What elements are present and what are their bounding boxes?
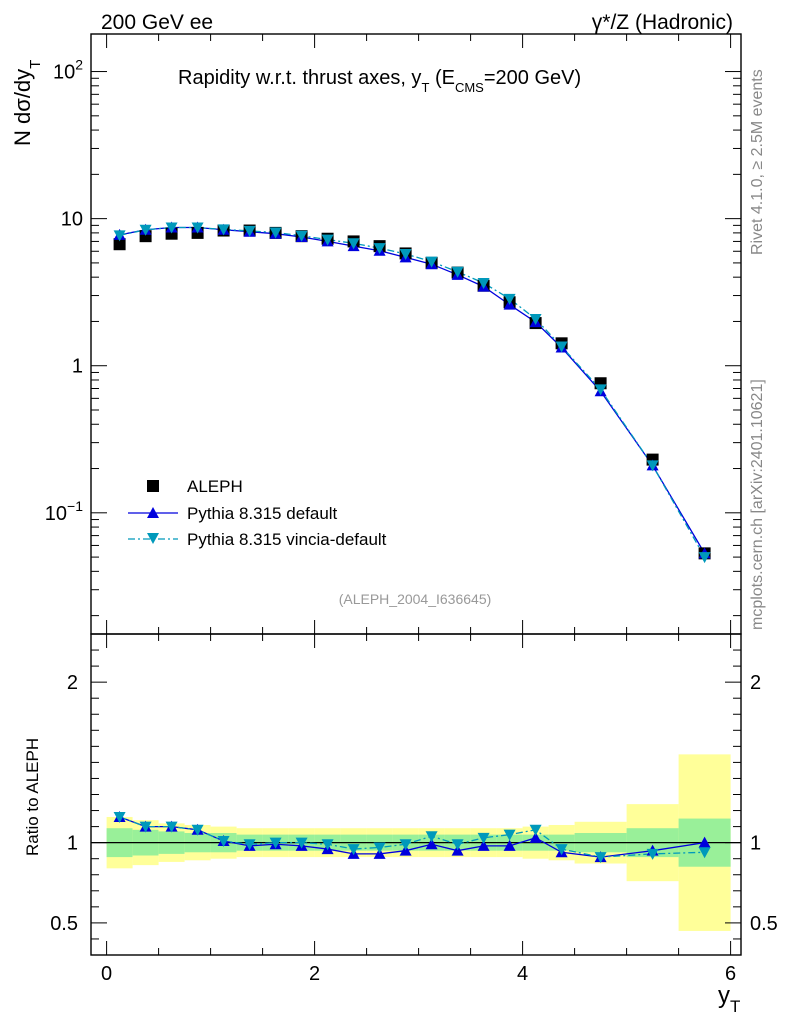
y-axis-label: N dσ/dyT [10,60,44,146]
legend-label-default: Pythia 8.315 default [187,504,338,523]
vincia-ratio-point [347,844,360,856]
y-tick-base: 1 [72,356,83,378]
vincia-point [347,238,360,250]
ylabel-main: N dσ/dy [10,69,35,146]
legend: ALEPH Pythia 8.315 default Pythia 8.315 … [128,477,387,549]
aleph-point [113,238,126,251]
title-mid: (E [429,67,455,89]
y-tick-label: 1 [72,356,83,378]
vincia-ratio-point [594,852,607,864]
vincia-point [295,230,308,242]
ratio-tick-label: 0.5 [50,913,78,935]
ratio-axis-label: Ratio to ALEPH [23,738,42,856]
vincia-ratio-point [399,839,412,851]
vincia-point [646,460,659,472]
ratio-tick-label: 1 [67,833,78,855]
vincia-point [321,234,334,246]
vincia-point [698,552,711,564]
chart-title: Rapidity w.r.t. thrust axes, yT (ECMS=20… [178,67,581,95]
legend-marker-aleph [147,480,159,492]
title-sub2: CMS [455,80,484,95]
vincia-ratio-point [646,848,659,860]
vincia-ratio-point [503,829,516,841]
ratio-tick-label-right: 2 [750,672,761,694]
default-ratio-point [698,836,711,848]
vincia-ratio-point [477,832,490,844]
y-tick-label: 10−1 [45,498,83,525]
legend-marker-vincia [147,533,159,544]
vincia-point [594,384,607,396]
default-ratio-point [503,839,516,851]
x-tick-label: 4 [517,963,528,985]
vincia-ratio-point [191,824,204,836]
y-tick-exp: 2 [75,57,83,73]
ratio-tick-label: 2 [67,672,78,694]
ratio-tick-label-right: 1 [750,833,761,855]
header-right: γ*/Z (Hadronic) [592,11,733,34]
title-sub1: T [421,80,429,95]
side-rivet-label: Rivet 4.1.0, ≥ 2.5M events [749,69,766,255]
header-left: 200 GeV ee [101,11,213,34]
vincia-ratio-point [269,837,282,849]
axis-ticks [91,34,741,955]
legend-marker-default [147,507,159,518]
x-axis-label: yT [718,982,740,1016]
ratio-tick-label-right: 0.5 [750,913,778,935]
vincia-point [113,230,126,242]
side-mcplots-label: mcplots.cern.ch [arXiv:2401.10621] [749,379,766,630]
vincia-ratio-point [321,839,334,851]
series-markers [113,221,711,864]
y-tick-base: 10 [45,503,67,525]
x-tick-label: 2 [309,963,320,985]
series-line-main-2 [119,226,706,558]
title-main: Rapidity w.r.t. thrust axes, y [178,67,421,89]
legend-label-vincia: Pythia 8.315 vincia-default [187,530,387,549]
vincia-point [139,224,152,236]
y-tick-label: 102 [53,57,83,84]
vincia-point [217,224,230,236]
default-ratio-point [425,838,438,850]
vincia-point [477,278,490,290]
vincia-point [555,341,568,353]
ratio-plot-frame [90,633,742,956]
vincia-point [191,222,204,234]
vincia-ratio-point [243,839,256,851]
vincia-point [529,313,542,325]
xlabel-sub: T [730,997,740,1016]
vincia-ratio-point [295,837,308,849]
y-tick-exp: −1 [67,498,83,514]
vincia-ratio-point [165,821,178,833]
vincia-ratio-point [373,842,386,854]
analysis-watermark: (ALEPH_2004_I636645) [339,591,492,607]
default-ratio-point [529,831,542,843]
vincia-ratio-point [113,811,126,823]
x-tick-label: 0 [101,963,112,985]
y-tick-base: 10 [61,209,83,231]
vincia-ratio-point [529,824,542,836]
vincia-point [503,293,516,305]
vincia-point [269,227,282,239]
vincia-point [165,222,178,234]
vincia-ratio-point [698,847,711,859]
default-ratio-point [477,839,490,851]
ylabel-sub: T [27,60,44,69]
title-tail: =200 GeV) [484,67,581,89]
vincia-ratio-point [425,831,438,843]
vincia-ratio-point [217,836,230,848]
vincia-point [451,266,464,278]
y-tick-label: 10 [61,209,83,231]
vincia-ratio-point [451,839,464,851]
legend-label-aleph: ALEPH [187,477,243,496]
vincia-point [373,243,386,255]
vincia-ratio-point [555,844,568,856]
xlabel-main: y [718,982,730,1009]
vincia-point [425,256,438,268]
vincia-point [243,225,256,237]
y-tick-base: 10 [53,62,75,84]
vincia-point [399,248,412,260]
vincia-ratio-point [139,821,152,833]
x-tick-label: 6 [725,963,736,985]
